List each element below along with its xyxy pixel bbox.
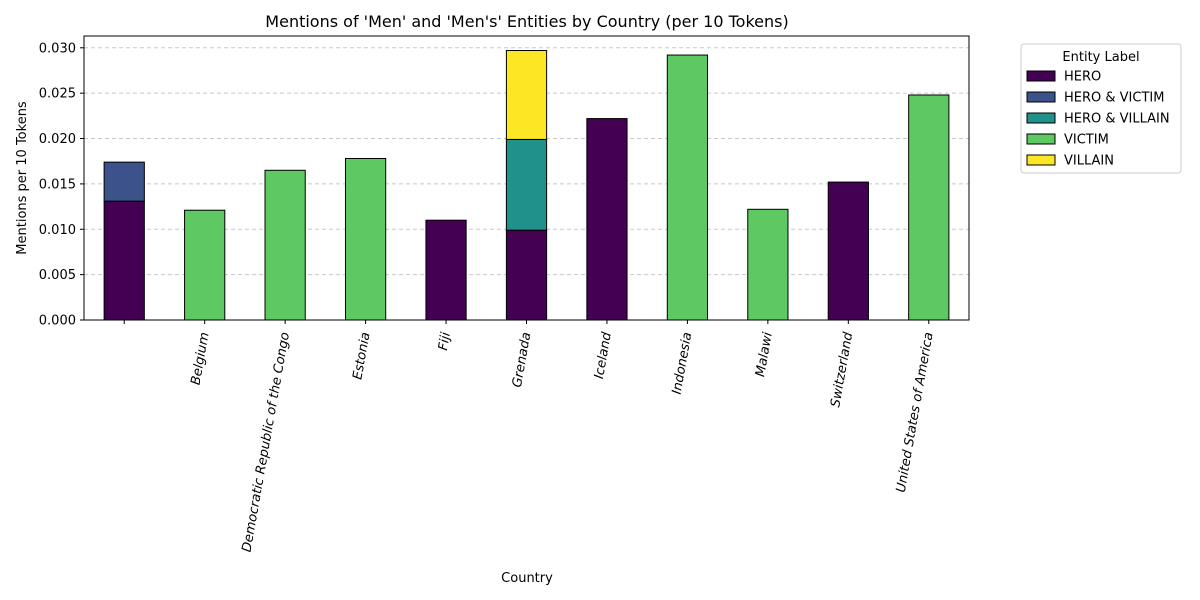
bar-segment-hero xyxy=(505,229,548,321)
x-tick-label: Belgium xyxy=(189,331,213,386)
y-tick-label: 0.025 xyxy=(39,87,76,102)
x-axis: Belgium Democratic Republic of the Congo E… xyxy=(123,320,937,553)
x-tick-label: Grenada xyxy=(510,331,534,389)
legend-swatch xyxy=(1026,112,1056,124)
y-tick-label: 0.010 xyxy=(39,223,76,238)
chart-title: Mentions of 'Men' and 'Men's' Entities b… xyxy=(265,12,788,31)
y-tick-label: 0.005 xyxy=(39,268,76,283)
bar-segment-victim xyxy=(666,54,709,321)
bar-segment-hero xyxy=(103,200,145,321)
bar-segment-hero-victim xyxy=(103,161,145,202)
x-tick-label: Indonesia xyxy=(670,331,696,396)
legend-label: HERO xyxy=(1064,70,1101,85)
legend-swatch xyxy=(1026,91,1056,103)
x-tick-label: United States of America xyxy=(894,331,937,494)
bar-segment-villain xyxy=(505,50,548,140)
y-axis: 0.000 0.005 0.010 0.015 0.020 0.025 0.030 xyxy=(39,41,84,329)
bar-segment-hero xyxy=(425,219,467,321)
legend-swatch xyxy=(1026,154,1056,166)
y-tick-label: 0.000 xyxy=(39,314,76,329)
x-axis-label: Country xyxy=(501,571,553,586)
bar-segment-victim xyxy=(747,208,789,321)
x-tick-label: Switzerland xyxy=(828,330,856,408)
bar-segment-hero xyxy=(586,118,628,321)
legend-swatch xyxy=(1026,133,1056,145)
bar-segment-victim xyxy=(908,94,950,321)
bar-segment-hero xyxy=(827,181,869,321)
legend-label: HERO & VILLAIN xyxy=(1064,112,1170,127)
bar-segment-victim xyxy=(264,169,306,321)
y-tick-label: 0.015 xyxy=(39,177,76,192)
legend: Entity Label HERO HERO & VICTIM HERO & VIL… xyxy=(1020,43,1182,174)
bar-segment-hero-villain xyxy=(505,138,548,231)
bar-segment-victim xyxy=(184,209,226,321)
x-tick-label: Estonia xyxy=(350,331,373,381)
x-tick-label: Iceland xyxy=(592,330,615,380)
legend-title: Entity Label xyxy=(1062,50,1139,65)
legend-swatch xyxy=(1026,70,1056,82)
x-tick-label: Fiji xyxy=(436,331,454,352)
legend-frame xyxy=(1020,43,1182,174)
x-tick-label: Malawi xyxy=(753,331,776,378)
legend-label: VILLAIN xyxy=(1064,154,1114,169)
legend-label: HERO & VICTIM xyxy=(1064,91,1164,106)
x-tick-label: Democratic Republic of the Congo xyxy=(240,331,293,553)
bars xyxy=(103,50,950,321)
y-axis-label: Mentions per 10 Tokens xyxy=(15,101,30,255)
bar-segment-victim xyxy=(344,157,387,321)
y-tick-label: 0.020 xyxy=(39,132,76,147)
y-tick-label: 0.030 xyxy=(39,41,76,56)
legend-label: VICTIM xyxy=(1064,133,1109,148)
